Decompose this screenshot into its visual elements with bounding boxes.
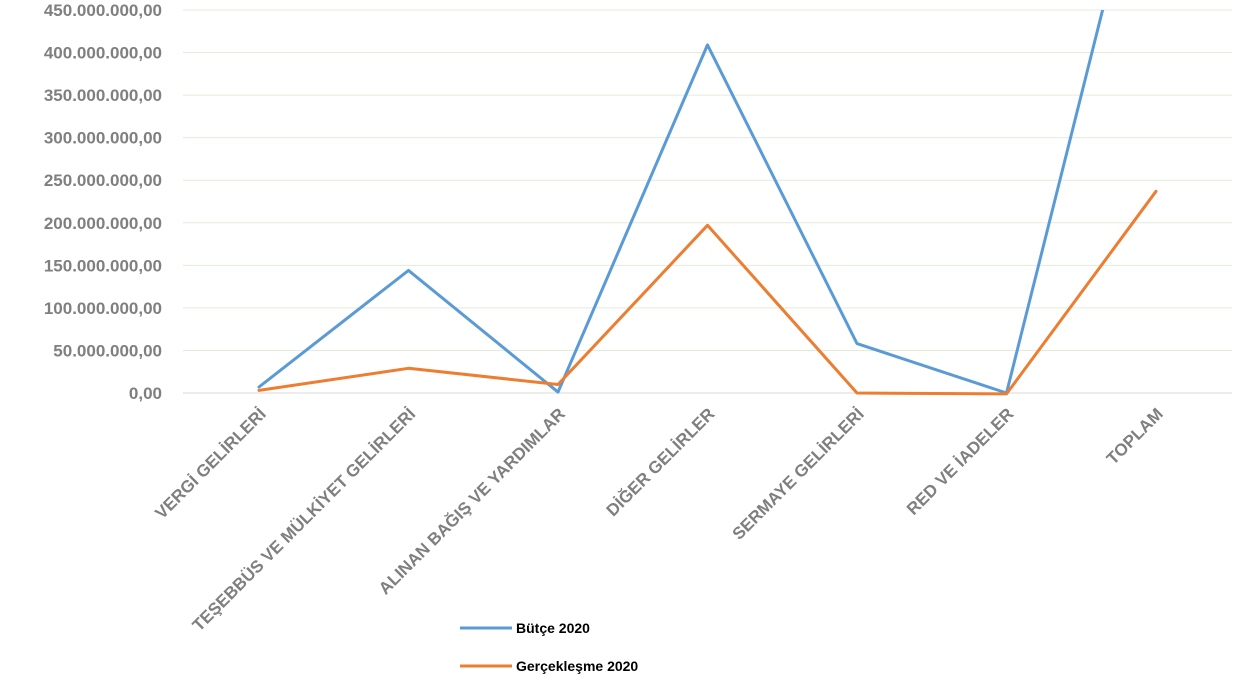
legend-label: Bütçe 2020 bbox=[516, 620, 590, 636]
y-tick-label: 250.000.000,00 bbox=[44, 171, 162, 190]
series-line bbox=[257, 10, 1105, 395]
y-tick-label: 300.000.000,00 bbox=[44, 129, 162, 148]
y-tick-label: 0,00 bbox=[129, 384, 162, 403]
series-line bbox=[257, 189, 1158, 396]
y-tick-label: 150.000.000,00 bbox=[44, 256, 162, 275]
y-tick-label: 350.000.000,00 bbox=[44, 86, 162, 105]
x-tick-label: DİĞER GELİRLER bbox=[603, 404, 719, 520]
series-layer bbox=[257, 10, 1158, 396]
x-tick-label: TOPLAM bbox=[1103, 404, 1167, 468]
x-tick-label: ALINAN BAĞIŞ VE YARDIMLAR bbox=[375, 404, 569, 598]
y-tick-label: 100.000.000,00 bbox=[44, 299, 162, 318]
y-tick-label: 50.000.000,00 bbox=[53, 341, 162, 360]
legend: Bütçe 2020 Gerçekleşme 2020 bbox=[460, 620, 638, 674]
y-tick-label: 400.000.000,00 bbox=[44, 44, 162, 63]
x-tick-label: SERMAYE GELİRLERİ bbox=[729, 404, 868, 543]
grid-layer bbox=[183, 9, 1232, 394]
x-tick-label: VERGİ GELİRLERİ bbox=[152, 404, 270, 522]
legend-label: Gerçekleşme 2020 bbox=[516, 658, 638, 674]
y-axis-ticks: 0,00 50.000.000,00 100.000.000,00 150.000.0… bbox=[44, 1, 162, 403]
y-tick-label: 450.000.000,00 bbox=[44, 1, 162, 20]
x-tick-label: RED VE İADELER bbox=[903, 404, 1017, 518]
y-tick-label: 200.000.000,00 bbox=[44, 214, 162, 233]
